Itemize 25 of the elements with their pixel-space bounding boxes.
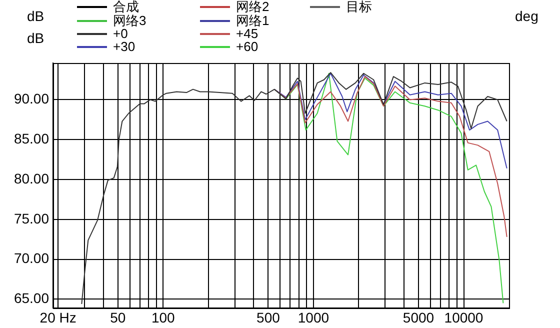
x-tick-label: 50 [110, 309, 126, 326]
x-tick-label: 1000 [298, 309, 330, 326]
legend-label: 目标 [346, 0, 372, 14]
y-tick-label: 90.00 [14, 90, 50, 107]
y2-axis-title: deg [515, 8, 538, 24]
y-axis-title: dB [27, 8, 44, 24]
legend-label: 合成 [113, 0, 139, 14]
legend-label: +60 [236, 39, 258, 54]
y-tick-label: 80.00 [14, 170, 50, 186]
text: dB [27, 30, 44, 46]
legend-label: +0 [113, 26, 128, 41]
legend-label: 网络2 [236, 0, 270, 14]
x-tick-label: 10000 [444, 309, 484, 326]
x-tick-label: 500 [256, 309, 280, 326]
x-tick-label: 20 Hz [40, 309, 76, 326]
y-tick-label: 85.00 [14, 130, 50, 146]
legend-label: +45 [236, 26, 258, 41]
legend-label: 网络1 [236, 13, 270, 28]
x-tick-label: 5000 [402, 309, 434, 326]
y-tick-label: 65.00 [14, 290, 50, 306]
y-tick-label: 75.00 [14, 210, 50, 226]
legend-label: +30 [113, 39, 136, 54]
legend-label: 网络3 [113, 13, 146, 28]
y-tick-label: 70.00 [14, 250, 50, 266]
x-tick-label: 100 [151, 309, 176, 326]
